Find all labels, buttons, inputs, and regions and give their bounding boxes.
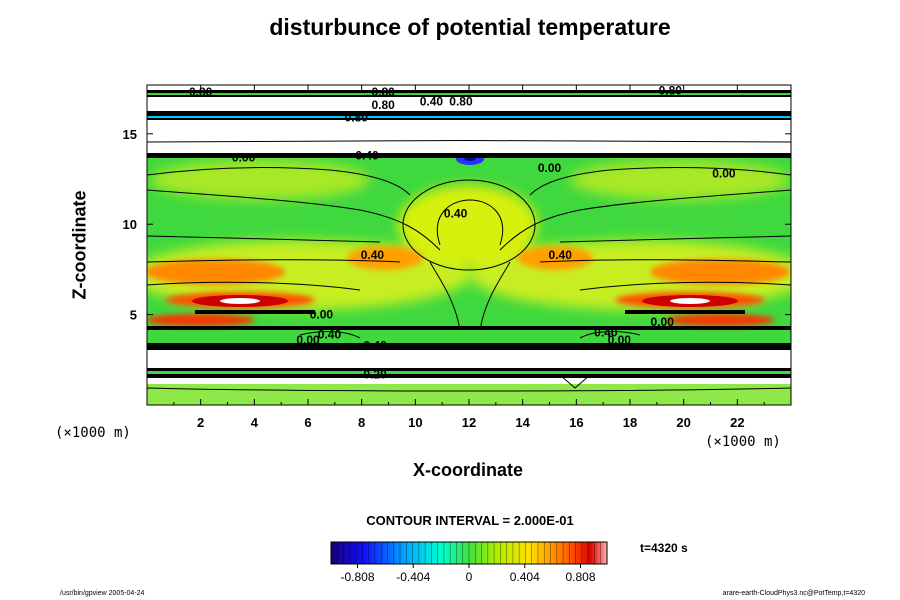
x-tick-label: 20 — [676, 415, 690, 430]
contour-label: 0.40 — [420, 94, 444, 108]
x-tick-label: 12 — [462, 415, 476, 430]
y-axis-unit: (×1000 m) — [55, 425, 131, 441]
x-tick-label: 16 — [569, 415, 583, 430]
contour-label: 0.80 — [345, 111, 369, 125]
colorbar-segments — [336, 542, 602, 564]
contour-label: 0.80 — [189, 85, 213, 99]
colorbar-ticks: -0.808 -0.404 0 0.404 0.808 — [340, 564, 596, 584]
contour-labels: 0.00 0.400.00 0.000.400.40 0.400.000.400.00… — [189, 83, 736, 381]
contour-label: 0.00 — [310, 308, 334, 322]
y-tick-label: 15 — [123, 127, 137, 142]
x-tick-label: 22 — [730, 415, 744, 430]
contour-label: 0.40 — [444, 206, 468, 220]
contour-label: 0.00 — [608, 333, 632, 347]
colorbar-tick-label: -0.404 — [396, 570, 430, 584]
x-tick-label: 4 — [251, 415, 259, 430]
contour-label: 0.80 — [449, 94, 473, 108]
contour-label: 0.40 — [318, 327, 342, 341]
contour-label: 0.40 — [549, 248, 573, 262]
contour-label: 0.40 — [594, 326, 618, 340]
x-tick-label: 6 — [304, 415, 311, 430]
colorbar-tick-label: 0 — [466, 570, 473, 584]
y-tick-label: 5 — [130, 308, 137, 323]
time-label: t=4320 s — [640, 541, 688, 555]
thin-contours — [147, 140, 791, 392]
colorbar-tick-label: -0.808 — [340, 570, 374, 584]
contour-label: 0.20 — [363, 367, 387, 381]
contour-label: 0.40 — [355, 149, 379, 163]
x-tick-label: 10 — [408, 415, 422, 430]
colorbar-tick-label: 0.808 — [565, 570, 595, 584]
chart-title: disturbunce of potential temperature — [269, 14, 671, 40]
contour-label: 0.80 — [659, 83, 683, 97]
contour-label: 0.40 — [361, 248, 385, 262]
x-tick-label: 2 — [197, 415, 204, 430]
x-axis-ticks: 2 4 6 8 10 12 14 16 18 20 22 — [173, 85, 765, 430]
footer-right: arare-earth-CloudPhys3.nc@PotTemp,t=4320 — [722, 590, 865, 597]
x-tick-label: 8 — [358, 415, 365, 430]
x-axis-unit: (×1000 m) — [705, 434, 781, 450]
contour-label: 0.40 — [363, 338, 387, 352]
contour-interval-text: CONTOUR INTERVAL = 2.000E-01 — [366, 513, 574, 528]
y-tick-label: 10 — [123, 217, 137, 232]
x-tick-label: 14 — [515, 415, 530, 430]
contour-label: 0.00 — [712, 167, 736, 181]
colorbar-tick-label: 0.404 — [510, 570, 540, 584]
x-tick-label: 18 — [623, 415, 637, 430]
x-axis-label: X-coordinate — [412, 460, 524, 480]
footer-left: /usr/bin/gpview 2005-04-24 — [60, 590, 145, 597]
contour-label: 0.00 — [538, 161, 562, 175]
contour-label: 0.00 — [651, 315, 675, 329]
dense-contour-bands — [147, 90, 791, 378]
contour-label: 0.80 — [371, 85, 395, 99]
contour-label: 0.00 — [296, 333, 320, 347]
y-axis-ticks: 5 10 15 — [123, 127, 791, 323]
contour-label: 0.00 — [232, 150, 256, 164]
contour-label: 0.80 — [371, 98, 395, 112]
